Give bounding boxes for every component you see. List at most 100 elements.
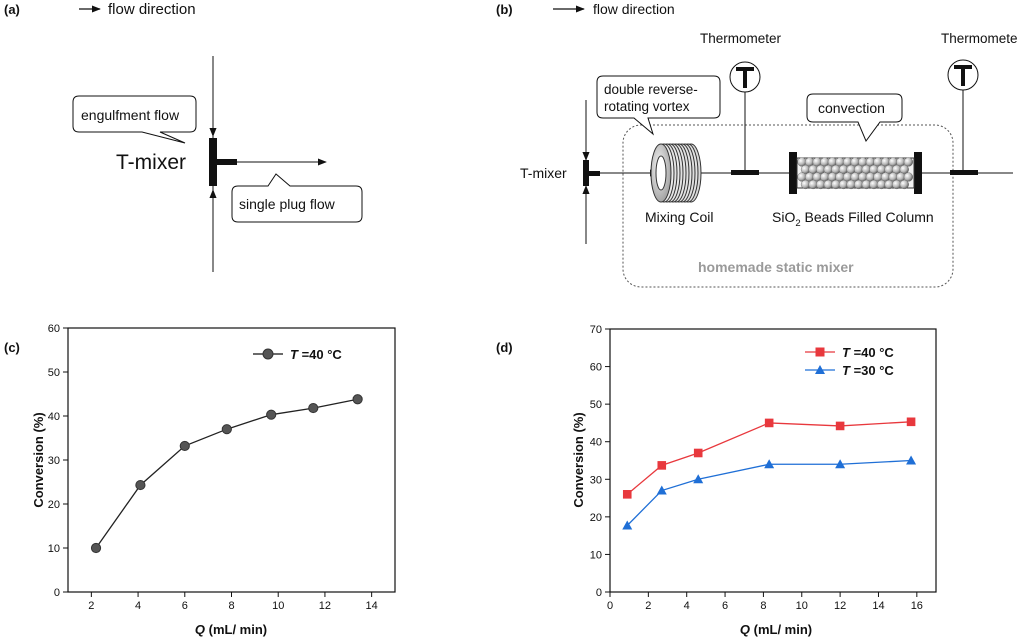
chart-d-ytick-label-0: 0: [596, 587, 602, 599]
chart-d-series-1-point-4: [835, 459, 846, 469]
thermometer-2-label: Thermometer: [941, 31, 1017, 46]
chart-c-ytick-label-0: 0: [54, 587, 60, 599]
chart-c-xtick-label-4: 4: [135, 600, 141, 612]
chart-d-legend: T =40 °C T =30 °C: [805, 345, 894, 378]
thermometer-1-icon: [729, 61, 761, 175]
convection-callout-text: convection: [818, 100, 885, 116]
chart-d-series-0-point-5: [906, 417, 916, 427]
chart-c-series-0-point-6: [352, 394, 363, 405]
chart-c-ytick-label-60: 60: [48, 323, 60, 335]
bead-57: [899, 179, 909, 190]
chart-c-ytick-label-20: 20: [48, 499, 60, 511]
chart-c-xlabel: Q (mL/ min): [195, 622, 267, 637]
panel-b-flow-legend: flow direction: [593, 1, 675, 17]
vortex-callout: [596, 75, 721, 136]
chart-d-ytick-label-40: 40: [590, 437, 602, 449]
chart-d-xtick-label-16: 16: [911, 600, 923, 612]
chart-c-legend: T =40 °C: [253, 347, 342, 362]
bead-28: [899, 164, 909, 175]
tmixer-b-label: T-mixer: [520, 165, 567, 181]
chart-d-ytick-label-10: 10: [590, 549, 602, 561]
chart-d-xtick-label-0: 0: [607, 600, 613, 612]
bead-43: [903, 172, 914, 182]
chart-c-series-0-point-5: [308, 402, 319, 414]
chart-c-xtick-label-6: 6: [182, 600, 188, 612]
chart-c-series-0-point-2: [179, 440, 190, 452]
sio2-column-icon: [789, 152, 922, 194]
mixing-coil-label: Mixing Coil: [645, 209, 713, 225]
chart-d-series-0-point-0: [622, 490, 632, 499]
chart-d-legend-30: T =30 °C: [842, 363, 894, 378]
chart-d-series-0-line: [626, 421, 912, 495]
chart-c-legend-text: T =40 °C: [290, 347, 342, 362]
static-mixer-box: [622, 124, 954, 288]
chart-d-xtick-label-10: 10: [796, 600, 808, 612]
chart-d-ytick-label-30: 30: [590, 474, 602, 486]
panel-c: (c) 2 4 6 8 10 12 14 0 10 20 30 40 50 60 Conversion (…: [4, 323, 396, 637]
chart-d-series-1-point-3: [764, 459, 775, 469]
chart-c-series-0-point-1: [135, 479, 146, 491]
chart-d-series-0-point-2: [693, 448, 703, 458]
bead-14: [903, 157, 914, 167]
tmixer-label: T-mixer: [116, 151, 186, 174]
chart-d-legend-40: T =40 °C: [842, 345, 894, 360]
chart-d-ytick-label-70: 70: [590, 324, 602, 336]
plug-flow-callout: [231, 173, 363, 223]
column-label: SiO2 Beads Filled Column: [772, 209, 934, 229]
thermometer-1-label: Thermometer: [700, 31, 782, 46]
panel-a-label: (a): [4, 2, 20, 17]
tmixer-outlet: [213, 159, 237, 165]
chart-d-series-0-point-1: [657, 461, 667, 470]
engulfment-callout: [72, 95, 197, 144]
chart-d-series-1-point-5: [906, 455, 917, 465]
chart-d-ytick-label-60: 60: [590, 362, 602, 374]
chart-c-xtick-label-10: 10: [272, 600, 284, 612]
chart-d-ylabel: Conversion (%): [571, 412, 586, 507]
chart-c-ytick-label-10: 10: [48, 543, 60, 555]
chart-c-series-0-point-0: [90, 542, 102, 554]
chart-d-xtick-label-4: 4: [684, 600, 690, 612]
chart-c-xtick-label-2: 2: [88, 600, 94, 612]
panel-a-flow-legend: flow direction: [108, 1, 196, 18]
chart-c-xtick-label-12: 12: [319, 600, 331, 612]
chart-c-ytick-label-50: 50: [48, 367, 60, 379]
chart-c-xtick-label-14: 14: [366, 600, 378, 612]
chart-c-ytick-label-40: 40: [48, 411, 60, 423]
chart-c-series-0-point-3: [221, 424, 232, 435]
chart-d-ytick-label-50: 50: [590, 399, 602, 411]
panel-a: (a) flow direction T-mixer engulfment fl…: [4, 1, 363, 272]
chart-d-series-1-point-0: [622, 520, 633, 530]
chart-d-series-1-point-1: [656, 485, 667, 495]
static-mixer-label: homemade static mixer: [698, 259, 854, 275]
mixing-coil-icon: [650, 143, 702, 203]
chart-d-xtick-label-8: 8: [760, 600, 766, 612]
vortex-callout-line2: rotating vortex: [604, 99, 690, 114]
chart-d-xtick-label-12: 12: [834, 600, 846, 612]
legend-marker-circle: [262, 348, 274, 360]
plug-flow-callout-text: single plug flow: [239, 196, 336, 212]
chart-d-xtick-label-2: 2: [645, 600, 651, 612]
convection-callout: [806, 93, 903, 143]
panel-c-label: (c): [4, 340, 20, 355]
legend-marker-square: [815, 347, 825, 357]
engulfment-callout-text: engulfment flow: [81, 107, 180, 123]
chart-d-xlabel: Q (mL/ min): [740, 622, 812, 637]
chart-d-ytick-label-20: 20: [590, 512, 602, 524]
panel-d-label: (d): [496, 340, 513, 355]
chart-c-xtick-label-8: 8: [228, 600, 234, 612]
panel-b-label: (b): [496, 2, 513, 17]
chart-c-ytick-label-30: 30: [48, 455, 60, 467]
panel-b: (b) flow direction homemade static mixer…: [496, 1, 1017, 288]
legend-marker-triangle: [815, 365, 825, 374]
chart-d-series-0-point-3: [764, 418, 774, 428]
chart-d-series-0-point-4: [835, 421, 845, 431]
chart-d-xtick-label-6: 6: [722, 600, 728, 612]
chart-d-series-1-line: [626, 459, 912, 526]
chart-d-frame: [609, 328, 937, 593]
thermometer-2-icon: [947, 59, 979, 175]
vortex-callout-line1: double reverse-: [604, 82, 698, 97]
chart-c-series-0-point-4: [266, 409, 277, 420]
panel-d: (d) 0 2 4 6 8 10 12 14 16 0 10 20 30 40 50 60 70 Convers…: [496, 324, 937, 637]
chart-d-series-1-point-2: [693, 474, 704, 484]
